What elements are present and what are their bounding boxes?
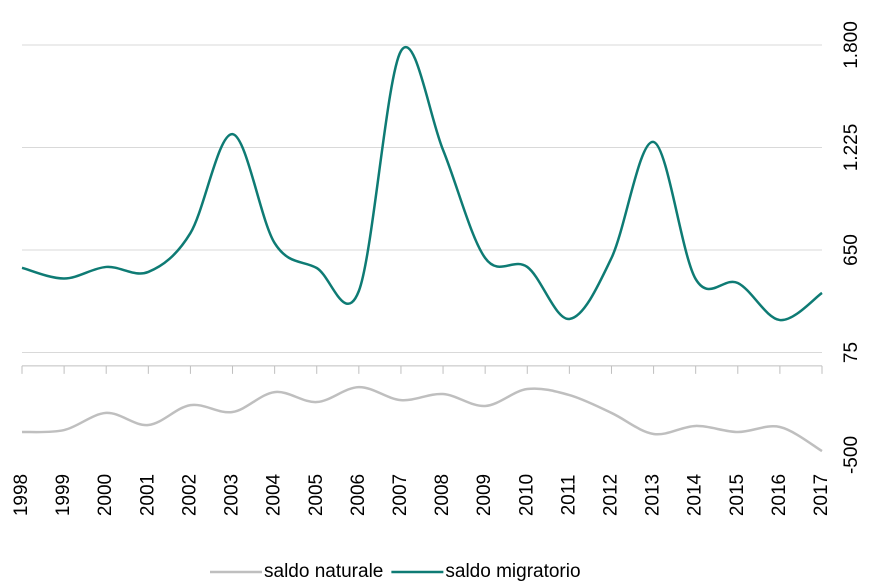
x-tick-label: 2016 (769, 474, 790, 516)
x-tick-label: 2012 (600, 474, 621, 516)
x-tick-label: 2013 (643, 474, 664, 516)
y-tick-label: 1.800 (841, 21, 862, 69)
legend-label: saldo migratorio (445, 561, 580, 581)
legend-label: saldo naturale (264, 561, 383, 581)
x-tick-label: 2017 (811, 474, 832, 516)
y-tick-label: -500 (841, 436, 862, 474)
y-tick-label: 75 (841, 342, 862, 363)
x-tick-label: 2011 (558, 475, 579, 516)
x-tick-label: 2009 (474, 474, 495, 516)
y-tick-label: 650 (841, 234, 862, 266)
x-tick-label: 2014 (685, 473, 706, 516)
x-tick-label: 1999 (53, 474, 74, 516)
x-tick-label: 2015 (727, 474, 748, 516)
x-tick-label: 2008 (432, 474, 453, 516)
x-tick-label: 2002 (179, 474, 200, 516)
x-tick-label: 2003 (222, 474, 243, 516)
x-tick-label: 2001 (137, 474, 158, 516)
x-tick-label: 2006 (348, 474, 369, 516)
x-tick-label: 2007 (390, 474, 411, 516)
line-series (21, 46, 823, 322)
x-tick-label: 2000 (95, 474, 116, 516)
x-tick-label: 1998 (11, 474, 32, 516)
x-tick-label: 2005 (306, 474, 327, 516)
line-series (21, 385, 823, 453)
x-tick-label: 2004 (264, 473, 285, 516)
x-tick-label: 2010 (516, 474, 537, 516)
y-tick-label: 1.225 (841, 124, 862, 172)
